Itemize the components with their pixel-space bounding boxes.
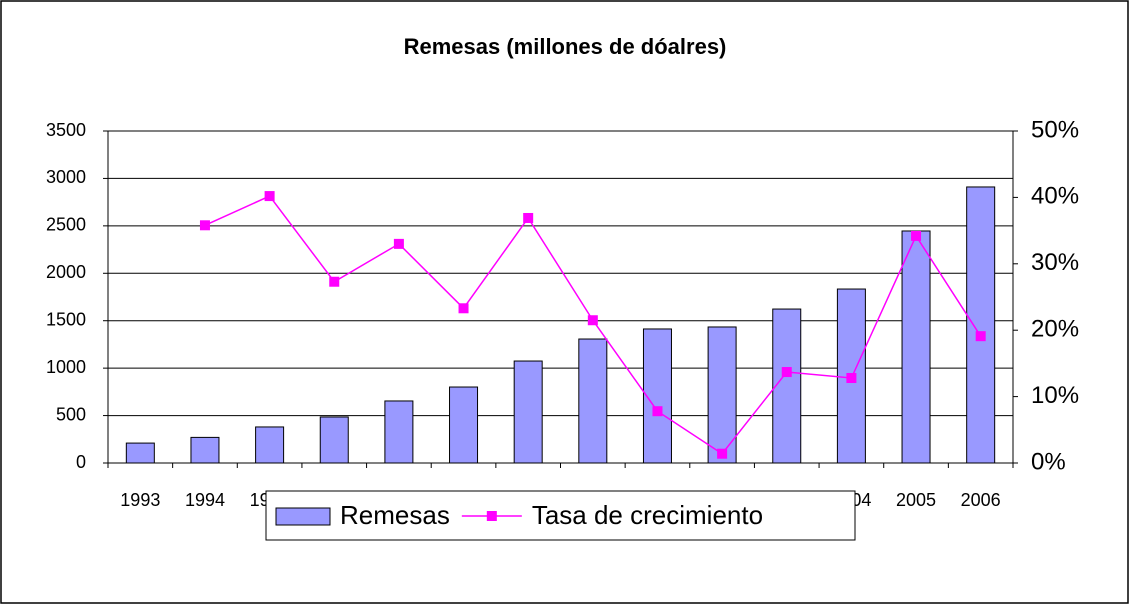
legend-label: Tasa de crecimiento: [532, 500, 763, 530]
y2-tick-label: 50%: [1031, 116, 1079, 143]
y-tick-label: 0: [76, 452, 86, 472]
line-marker: [781, 367, 792, 378]
line-marker: [329, 276, 340, 287]
legend-swatch-marker: [486, 511, 497, 521]
bar: [449, 386, 479, 464]
bar: [901, 230, 931, 464]
line-marker: [652, 406, 663, 417]
y-tick-label: 3000: [46, 167, 86, 187]
line-marker: [911, 230, 922, 241]
y2-tick-label: 0%: [1031, 448, 1066, 475]
bar: [772, 308, 802, 464]
bar: [578, 338, 608, 464]
y-tick-label: 1000: [46, 357, 86, 377]
y2-tick-label: 20%: [1031, 316, 1079, 343]
x-tick-label: 1994: [185, 490, 225, 510]
line-marker: [199, 220, 210, 231]
bar: [966, 186, 996, 464]
legend-box: [265, 490, 856, 541]
x-tick-label: 1993: [120, 490, 160, 510]
y-tick-label: 500: [56, 404, 86, 424]
x-tick-label: 2005: [896, 490, 936, 510]
y2-tick-label: 40%: [1031, 183, 1079, 210]
bar: [642, 328, 672, 464]
bar: [384, 400, 414, 464]
line-marker: [393, 238, 404, 249]
line-marker: [717, 448, 728, 459]
x-tick-label: 2006: [961, 490, 1001, 510]
y-tick-label: 1500: [46, 309, 86, 329]
line-marker: [975, 331, 986, 342]
bar: [513, 360, 543, 464]
bar: [255, 426, 285, 464]
line-marker: [264, 191, 275, 202]
y2-tick-label: 30%: [1031, 249, 1079, 276]
legend-label: Remesas: [340, 500, 450, 530]
line-marker: [587, 315, 598, 326]
chart-title: Remesas (millones de dóalres): [404, 34, 727, 59]
y-tick-label: 3500: [46, 120, 86, 140]
bar: [707, 326, 737, 464]
bar: [319, 416, 349, 464]
y-tick-label: 2500: [46, 215, 86, 235]
line-marker: [846, 373, 857, 384]
y2-tick-label: 10%: [1031, 382, 1079, 409]
y-tick-label: 2000: [46, 262, 86, 282]
line-marker: [458, 303, 469, 314]
line-marker: [523, 212, 534, 223]
legend-swatch: [275, 507, 331, 526]
bar: [125, 442, 155, 464]
bar: [190, 436, 220, 464]
